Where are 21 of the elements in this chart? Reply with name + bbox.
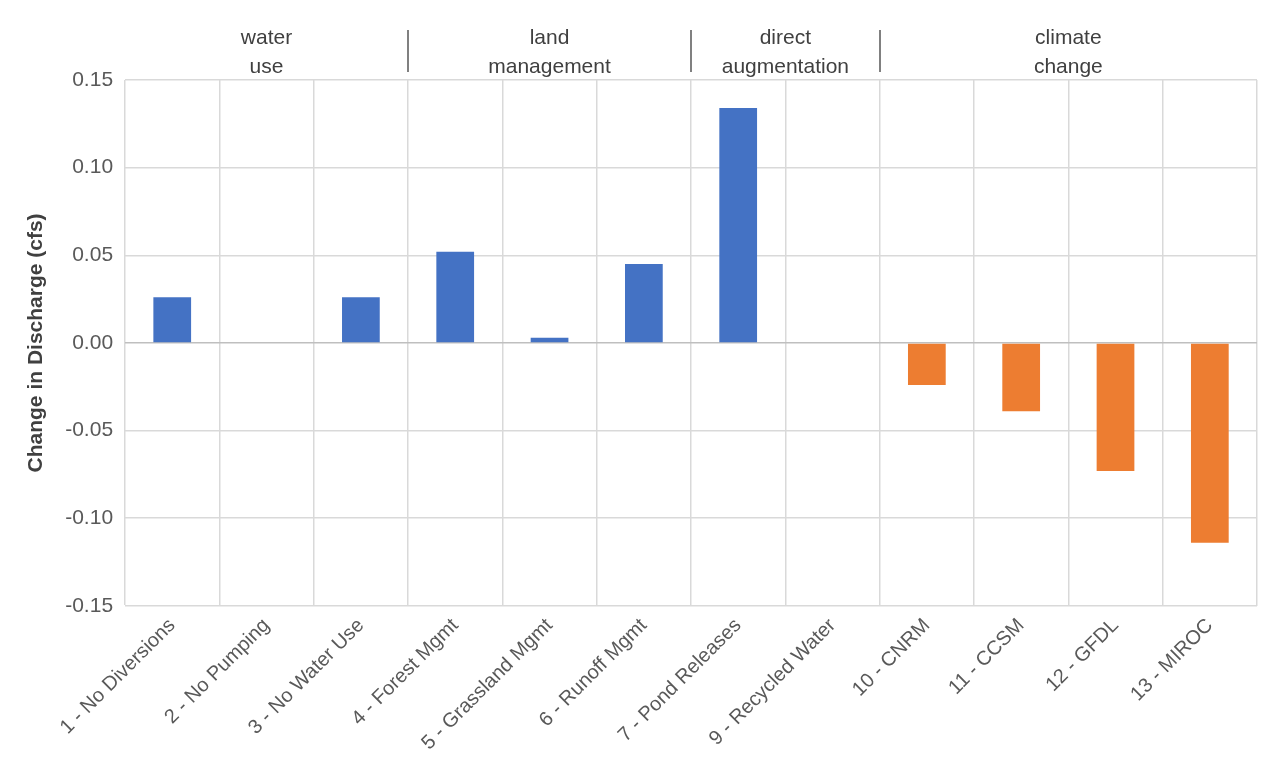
text: direct augmentation — [721, 24, 849, 79]
y-tick-label: -0.05 — [65, 417, 114, 441]
bar — [625, 264, 663, 343]
y-tick-label: 0.05 — [72, 242, 114, 266]
bar — [436, 251, 475, 343]
y-tick-label: 0.15 — [72, 66, 114, 90]
y-tick-label: -0.15 — [65, 592, 114, 616]
y-axis-title: Change in Discharge (cfs) — [23, 213, 47, 473]
text: water use — [240, 24, 293, 79]
bar — [342, 297, 380, 343]
y-tick-label: 0.00 — [72, 329, 114, 353]
y-tick-label: -0.10 — [65, 505, 114, 529]
text: climate change — [1033, 24, 1103, 79]
bar — [153, 297, 192, 343]
bar — [1096, 343, 1135, 471]
bar — [719, 108, 758, 343]
bar — [907, 343, 946, 385]
bar — [1190, 343, 1229, 543]
text: land management — [488, 24, 611, 79]
bar — [1002, 343, 1041, 412]
y-tick-label: 0.10 — [72, 154, 114, 178]
